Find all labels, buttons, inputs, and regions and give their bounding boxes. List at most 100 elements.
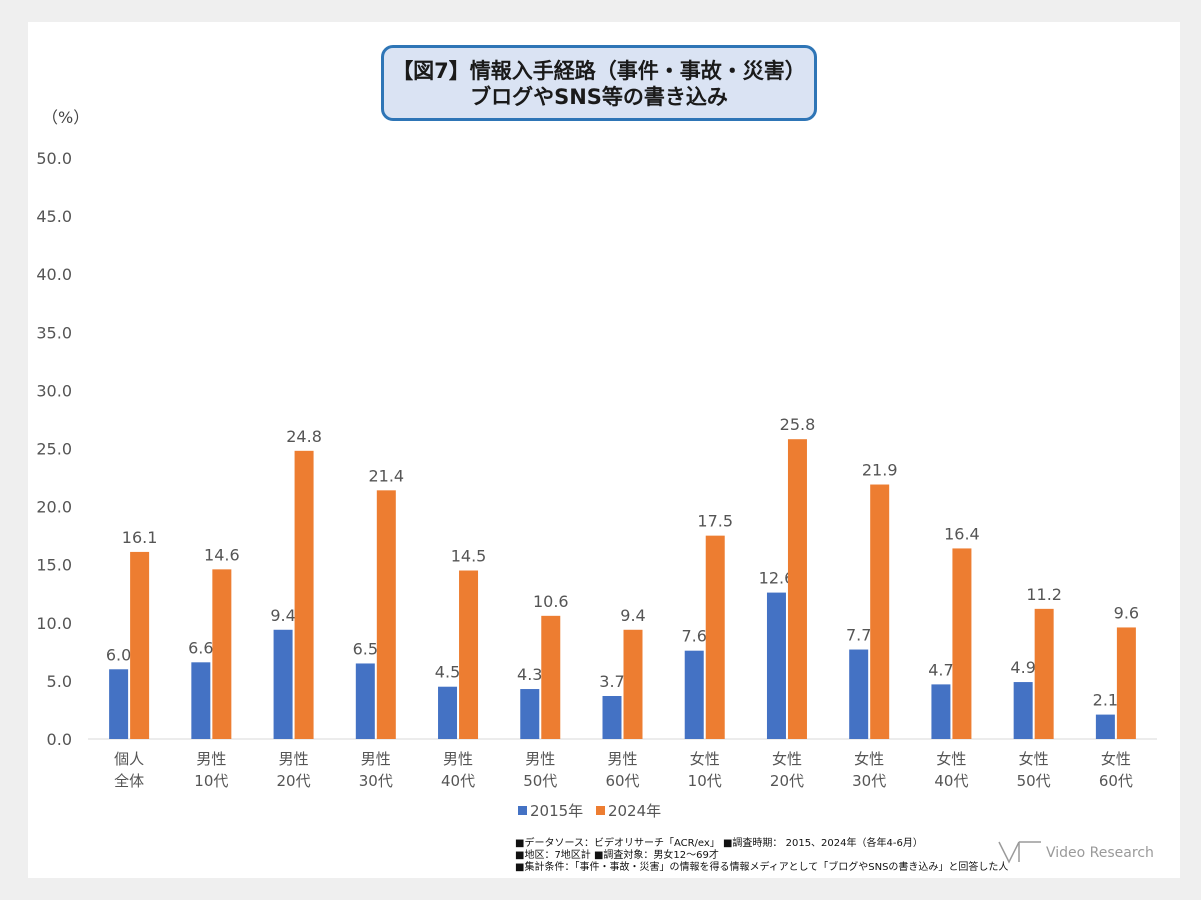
- bar-2024: [212, 569, 232, 739]
- data-label: 9.4: [270, 606, 295, 625]
- x-tick-label: 女性: [772, 750, 802, 768]
- bar-2015: [191, 662, 211, 739]
- legend: 2015年 2024年: [518, 800, 669, 821]
- y-tick-label: 15.0: [36, 556, 72, 575]
- data-label: 14.5: [451, 547, 487, 566]
- x-tick-label: 女性: [1101, 750, 1131, 768]
- x-tick-label: 女性: [936, 750, 966, 768]
- bar-2015: [849, 649, 869, 739]
- y-tick-label: 50.0: [36, 149, 72, 168]
- legend-swatch-2024: [595, 806, 605, 815]
- data-label: 17.5: [697, 512, 733, 531]
- x-tick-label: 20代: [770, 772, 804, 790]
- data-label: 7.7: [846, 626, 871, 645]
- x-tick-label: 男性: [361, 750, 391, 768]
- bar-2024: [952, 548, 972, 739]
- x-tick-label: 20代: [277, 772, 311, 790]
- y-tick-label: 40.0: [36, 265, 72, 284]
- data-label: 4.5: [435, 663, 460, 682]
- data-label: 4.3: [517, 665, 542, 684]
- data-label: 4.7: [928, 660, 953, 679]
- footnote-source: ■データソース：ビデオリサーチ「ACR/ex」 ■調査時期： 2015、2024…: [515, 838, 923, 849]
- bar-2024: [459, 570, 479, 739]
- data-label: 21.9: [862, 461, 898, 480]
- footnote-condition: ■集計条件：「事件・事故・災害」の情報を得る情報メディアとして「ブログやSNSの…: [515, 862, 1009, 873]
- bar-2015: [931, 684, 951, 739]
- x-tick-label: 60代: [605, 772, 639, 790]
- bar-2015: [766, 592, 786, 739]
- x-tick-label: 全体: [114, 772, 144, 790]
- x-tick-label: 女性: [690, 750, 720, 768]
- x-tick-label: 60代: [1099, 772, 1133, 790]
- bar-2015: [520, 689, 540, 739]
- data-label: 16.4: [944, 524, 980, 543]
- bar-2024: [294, 450, 314, 739]
- y-tick-label: 25.0: [36, 440, 72, 459]
- bar-2024: [870, 484, 890, 739]
- bar-2015: [438, 686, 458, 739]
- bar-2015: [109, 669, 129, 739]
- footnote-region: ■地区：7地区計 ■調査対象：男女12～69才: [515, 850, 719, 861]
- data-label: 6.0: [106, 645, 131, 664]
- x-tick-label: 女性: [854, 750, 884, 768]
- bar-2024: [705, 535, 725, 739]
- x-tick-label: 30代: [359, 772, 393, 790]
- x-tick-label: 10代: [194, 772, 228, 790]
- x-tick-label: 10代: [688, 772, 722, 790]
- x-tick-label: 男性: [443, 750, 473, 768]
- x-tick-label: 50代: [523, 772, 557, 790]
- x-tick-label: 男性: [607, 750, 637, 768]
- legend-swatch-2015: [518, 806, 527, 815]
- y-unit-label: （%）: [42, 108, 90, 127]
- data-label: 10.6: [533, 592, 569, 611]
- data-label: 11.2: [1026, 585, 1062, 604]
- brand-name: Video Research: [1046, 845, 1154, 861]
- chart-title-line1: 【図7】情報入手経路（事件・事故・災害）: [392, 59, 806, 83]
- data-label: 16.1: [122, 528, 158, 547]
- data-label: 9.6: [1114, 603, 1139, 622]
- bar-2024: [1116, 627, 1136, 739]
- bar-2024: [130, 551, 150, 739]
- data-label: 6.6: [188, 638, 213, 657]
- data-label: 2.1: [1093, 691, 1118, 710]
- y-tick-label: 45.0: [36, 207, 72, 226]
- y-tick-label: 5.0: [47, 672, 72, 691]
- bar-2024: [376, 490, 396, 739]
- bar-2024: [623, 629, 643, 739]
- x-tick-label: 女性: [1019, 750, 1049, 768]
- x-tick-label: 50代: [1017, 772, 1051, 790]
- x-tick-label: 40代: [441, 772, 475, 790]
- bar-2015: [273, 629, 293, 739]
- chart-title-line2: ブログやSNS等の書き込み: [470, 85, 728, 109]
- data-label: 6.5: [353, 639, 378, 658]
- x-tick-label: 個人: [114, 750, 144, 768]
- bar-2024: [1034, 608, 1054, 739]
- legend-label-2024: 2024年: [607, 802, 662, 820]
- bar-2015: [355, 663, 375, 739]
- data-label: 3.7: [599, 672, 624, 691]
- y-tick-label: 0.0: [47, 730, 72, 749]
- bar-2024: [541, 615, 561, 739]
- y-tick-label: 10.0: [36, 614, 72, 633]
- data-label: 25.8: [780, 415, 816, 434]
- bar-2024: [787, 439, 807, 739]
- x-tick-label: 男性: [279, 750, 309, 768]
- data-label: 12.6: [759, 569, 795, 588]
- legend-label-2015: 2015年: [530, 802, 584, 820]
- x-tick-label: 30代: [852, 772, 886, 790]
- bar-2015: [684, 650, 704, 739]
- x-tick-label: 40代: [934, 772, 968, 790]
- x-tick-label: 男性: [525, 750, 555, 768]
- bar-2015: [1013, 682, 1033, 739]
- data-label: 7.6: [682, 627, 707, 646]
- y-tick-label: 30.0: [36, 381, 72, 400]
- x-tick-label: 男性: [196, 750, 226, 768]
- data-label: 9.4: [620, 606, 645, 625]
- data-label: 14.6: [204, 545, 240, 564]
- legend-item-2015: 2015年: [518, 800, 583, 821]
- legend-item-2024: 2024年: [595, 800, 662, 821]
- data-label: 24.8: [286, 427, 322, 446]
- footnotes: ■データソース：ビデオリサーチ「ACR/ex」 ■調査時期： 2015、2024…: [515, 838, 1008, 874]
- data-label: 4.9: [1010, 658, 1035, 677]
